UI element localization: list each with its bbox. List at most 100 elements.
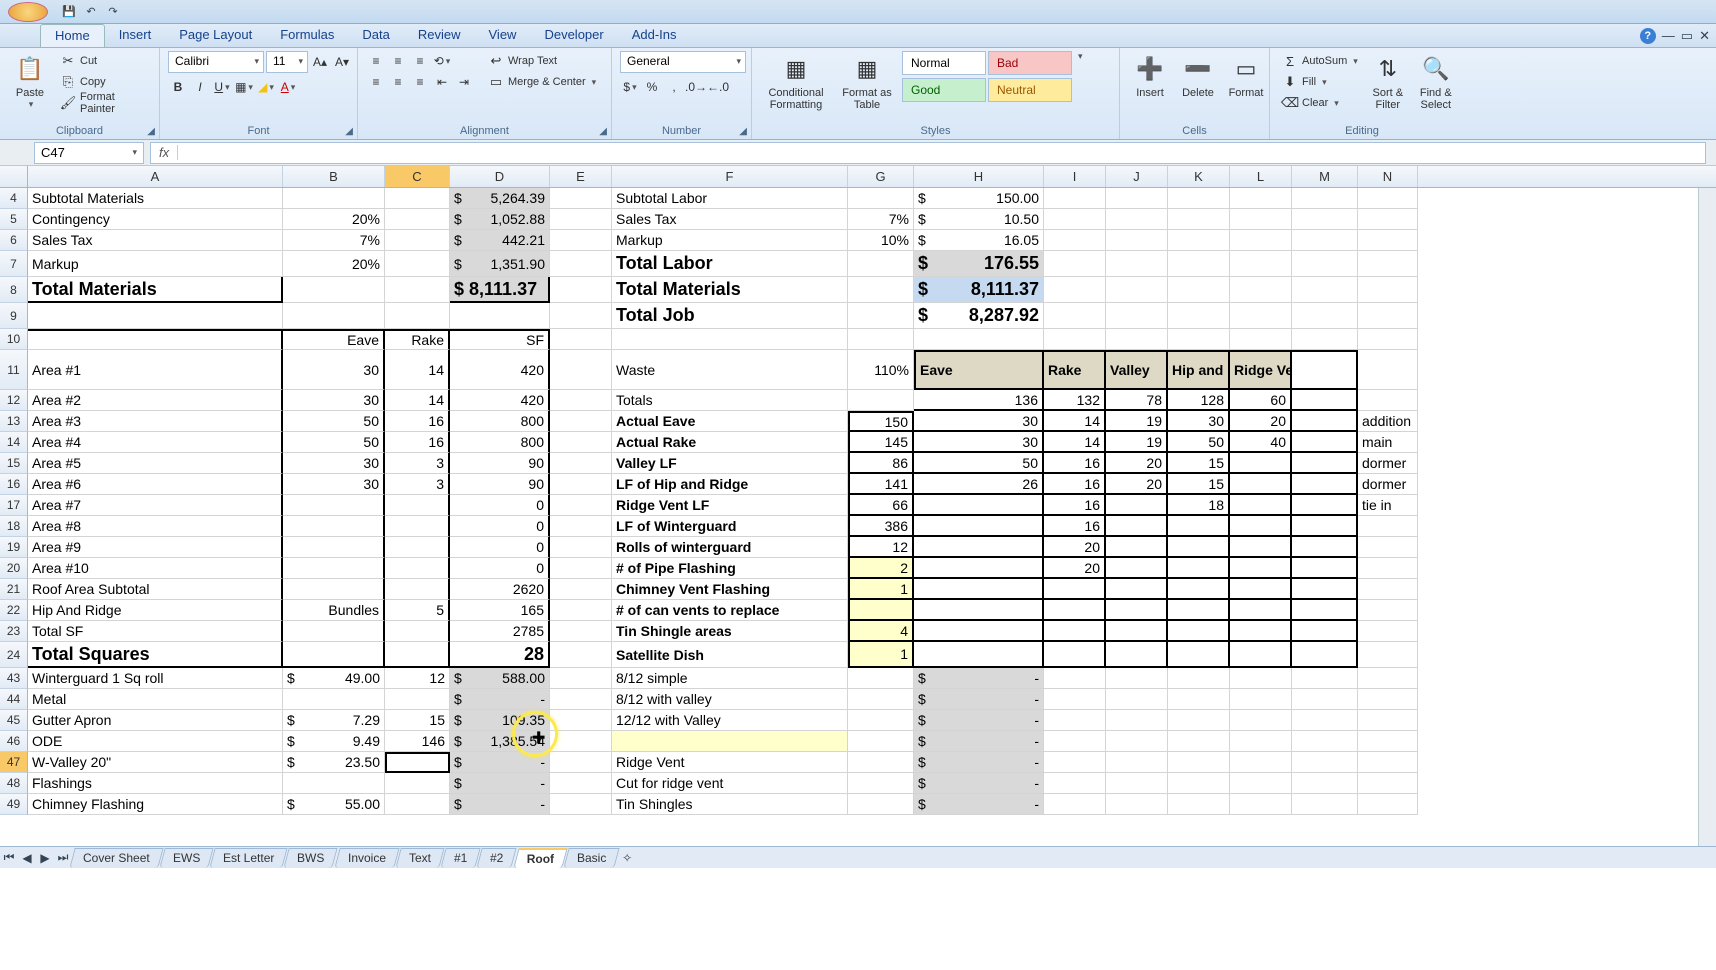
cell[interactable]: $5,264.39 <box>450 188 550 209</box>
cell[interactable] <box>1106 668 1168 689</box>
cell[interactable]: $10.50 <box>914 209 1044 230</box>
cell[interactable]: Ridge Vent <box>612 752 848 773</box>
cell[interactable] <box>612 731 848 752</box>
cell[interactable]: $- <box>914 773 1044 794</box>
cell[interactable]: $1,052.88 <box>450 209 550 230</box>
cell[interactable] <box>1230 230 1292 251</box>
office-button[interactable] <box>8 2 48 22</box>
cell[interactable]: 86 <box>848 453 914 474</box>
cell[interactable]: Winterguard 1 Sq roll <box>28 668 283 689</box>
cell[interactable] <box>283 773 385 794</box>
row-header[interactable]: 11 <box>0 350 28 390</box>
cell[interactable] <box>1168 251 1230 277</box>
tab-addins[interactable]: Add-Ins <box>618 24 691 47</box>
cell[interactable] <box>550 251 612 277</box>
cell[interactable]: $1,385.54 <box>450 731 550 752</box>
cell[interactable]: 16 <box>385 432 450 453</box>
qat-undo-icon[interactable]: ↶ <box>82 3 100 21</box>
cell[interactable] <box>1106 516 1168 537</box>
cell[interactable]: Rolls of winterguard <box>612 537 848 558</box>
cell[interactable] <box>550 277 612 303</box>
row-header[interactable]: 49 <box>0 794 28 815</box>
cell[interactable] <box>1292 329 1358 350</box>
cell[interactable] <box>848 329 914 350</box>
cell[interactable]: Area #10 <box>28 558 283 579</box>
tab-developer[interactable]: Developer <box>530 24 617 47</box>
cell[interactable] <box>385 689 450 710</box>
cell[interactable]: $- <box>914 710 1044 731</box>
cell[interactable] <box>848 668 914 689</box>
cell[interactable]: $- <box>914 794 1044 815</box>
row-header[interactable]: 7 <box>0 251 28 277</box>
cell[interactable]: 16 <box>1044 495 1106 516</box>
cell[interactable] <box>550 209 612 230</box>
cell[interactable] <box>1168 303 1230 329</box>
delete-cell-button[interactable]: ➖Delete <box>1176 51 1220 101</box>
dialog-launcher-icon[interactable]: ◢ <box>599 126 607 137</box>
cell[interactable] <box>1292 474 1358 495</box>
cell[interactable] <box>1168 752 1230 773</box>
cell[interactable] <box>385 579 450 600</box>
cell[interactable] <box>1168 209 1230 230</box>
minimize-icon[interactable]: — <box>1662 28 1675 43</box>
cell[interactable]: Hip and Ridge <box>1168 350 1230 390</box>
cell[interactable] <box>1044 329 1106 350</box>
sheet-tab[interactable]: #2 <box>476 848 517 868</box>
next-sheet-icon[interactable]: ▶ <box>36 851 54 865</box>
cell[interactable] <box>1168 600 1230 621</box>
cell[interactable]: Flashings <box>28 773 283 794</box>
grow-font-icon[interactable]: A▴ <box>310 52 330 72</box>
cell[interactable]: Area #7 <box>28 495 283 516</box>
col-header[interactable]: C <box>385 166 450 187</box>
cell[interactable] <box>1292 188 1358 209</box>
cell[interactable]: 15 <box>385 710 450 731</box>
cell[interactable] <box>385 773 450 794</box>
cell[interactable]: 20 <box>1044 537 1106 558</box>
cell[interactable] <box>1358 731 1418 752</box>
cell[interactable]: Area #5 <box>28 453 283 474</box>
cell[interactable]: 50 <box>1168 432 1230 453</box>
cell[interactable]: $- <box>914 668 1044 689</box>
cell[interactable] <box>1044 773 1106 794</box>
cell[interactable]: main <box>1358 432 1418 453</box>
cell[interactable]: 110% <box>848 350 914 390</box>
cell[interactable]: 10% <box>848 230 914 251</box>
cell[interactable] <box>1292 579 1358 600</box>
cell[interactable]: Chimney Flashing <box>28 794 283 815</box>
cell[interactable] <box>283 277 385 303</box>
cell[interactable] <box>1230 516 1292 537</box>
shrink-font-icon[interactable]: A▾ <box>332 52 352 72</box>
cell[interactable] <box>550 794 612 815</box>
cell[interactable] <box>1292 773 1358 794</box>
cell[interactable]: 16 <box>1044 516 1106 537</box>
cell[interactable]: 19 <box>1106 432 1168 453</box>
format-painter-button[interactable]: 🖌Format Painter <box>56 93 151 113</box>
cell[interactable]: 146 <box>385 731 450 752</box>
cell[interactable] <box>1168 188 1230 209</box>
clear-button[interactable]: ⌫Clear▾ <box>1278 93 1362 113</box>
cell[interactable]: $- <box>450 752 550 773</box>
cell[interactable]: Actual Eave <box>612 411 848 432</box>
find-select-button[interactable]: 🔍Find & Select <box>1414 51 1458 113</box>
sheet-tab[interactable]: Text <box>395 848 444 868</box>
prev-sheet-icon[interactable]: ◀ <box>18 851 36 865</box>
cell[interactable]: 30 <box>283 350 385 390</box>
cell[interactable] <box>1358 390 1418 411</box>
cell[interactable] <box>1292 600 1358 621</box>
cell[interactable] <box>550 495 612 516</box>
dec-decimal-icon[interactable]: ←.0 <box>708 77 728 97</box>
cell[interactable] <box>1230 558 1292 579</box>
cell[interactable] <box>1292 251 1358 277</box>
cell[interactable] <box>1106 209 1168 230</box>
sheet-tab[interactable]: Est Letter <box>209 848 288 868</box>
tab-data[interactable]: Data <box>348 24 403 47</box>
cell[interactable]: 26 <box>914 474 1044 495</box>
cell[interactable] <box>1230 710 1292 731</box>
cell[interactable]: 0 <box>450 516 550 537</box>
cell[interactable]: 2 <box>848 558 914 579</box>
cell[interactable] <box>385 230 450 251</box>
cell[interactable]: $176.55 <box>914 251 1044 277</box>
row-header[interactable]: 22 <box>0 600 28 621</box>
cell[interactable] <box>1044 710 1106 731</box>
cell[interactable]: 0 <box>450 537 550 558</box>
